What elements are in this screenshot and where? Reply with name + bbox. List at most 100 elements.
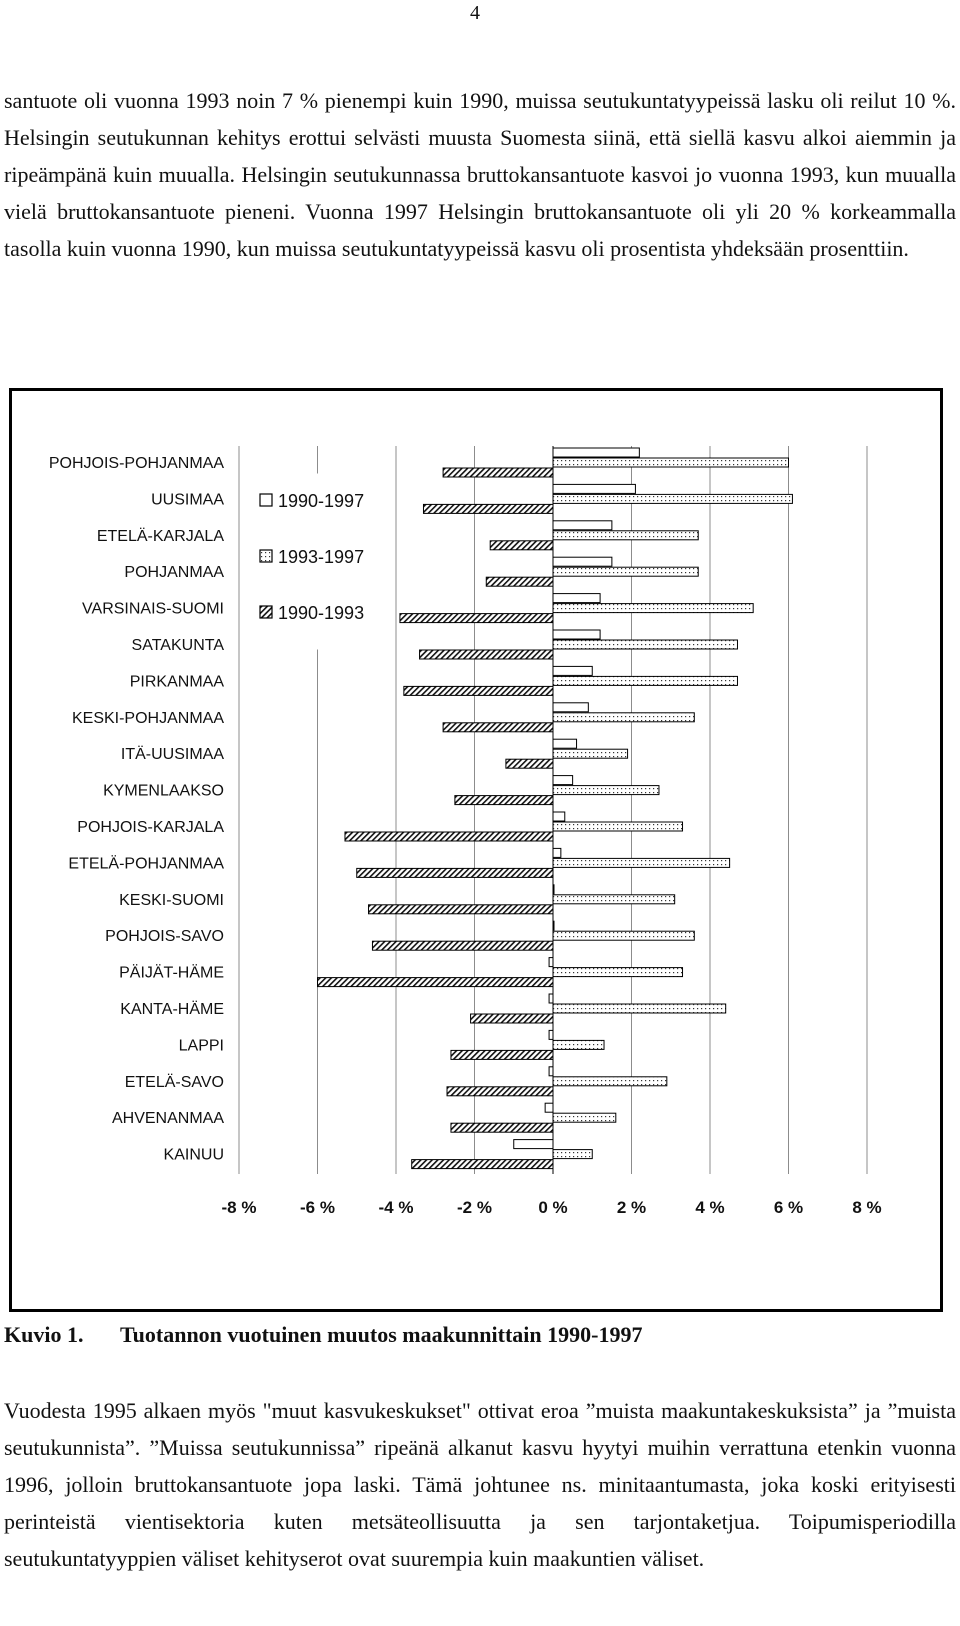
category-label: KANTA-HÄME <box>120 1000 224 1018</box>
category-label: ETELÄ-POHJANMAA <box>68 854 224 872</box>
bar-1990-1997 <box>548 1066 554 1077</box>
x-tick-label: -4 % <box>379 1198 414 1217</box>
bar-chart: POHJOIS-POHJANMAA UUSIMAA ETELÄ-KARJALA POH… <box>49 446 882 1217</box>
category-label: KESKI-SUOMI <box>119 892 224 909</box>
bar-1990-1993 <box>419 649 554 660</box>
category-label: LAPPI <box>179 1037 224 1054</box>
legend-swatch <box>259 605 273 619</box>
bar-1990-1997 <box>552 847 562 858</box>
bar-1993-1997 <box>552 1003 727 1014</box>
bar-1990-1993 <box>442 722 554 733</box>
category-label: UUSIMAA <box>151 491 224 508</box>
category-label: KYMENLAAKSO <box>103 783 224 800</box>
bar-1993-1997 <box>552 1112 617 1123</box>
category-label: AHVENANMAA <box>112 1110 224 1127</box>
bar-1993-1997 <box>552 675 738 686</box>
category-label: POHJANMAA <box>124 564 224 581</box>
page-number: 4 <box>470 2 480 24</box>
caption-number: Kuvio 1. <box>4 1322 84 1347</box>
body-paragraph-top: santuote oli vuonna 1993 noin 7 % pienem… <box>4 88 956 261</box>
category-label: ETELÄ-SAVO <box>125 1073 224 1091</box>
category-label: PIRKANMAA <box>130 673 225 690</box>
bar-1990-1993 <box>446 1086 554 1097</box>
category-label: POHJOIS-KARJALA <box>77 819 224 836</box>
bar-1990-1997 <box>548 957 554 968</box>
bar-1993-1997 <box>552 639 738 650</box>
x-tick-label: -8 % <box>222 1198 257 1217</box>
legend-label: 1990-1993 <box>278 603 364 623</box>
bar-1993-1997 <box>552 930 695 941</box>
bar-1993-1997 <box>552 566 699 577</box>
category-label: POHJOIS-POHJANMAA <box>49 455 224 472</box>
bar-1990-1993 <box>485 576 554 587</box>
category-label: POHJOIS-SAVO <box>105 928 224 945</box>
bar-1990-1993 <box>403 685 554 696</box>
bar-1993-1997 <box>552 748 629 759</box>
chart-figure: POHJOIS-POHJANMAA UUSIMAA ETELÄ-KARJALA POH… <box>9 388 943 1312</box>
bar-1990-1997 <box>548 1029 554 1040</box>
bar-1990-1993 <box>368 904 554 915</box>
bar-1990-1997 <box>544 1102 554 1113</box>
bar-1990-1993 <box>344 831 554 842</box>
bar-1993-1997 <box>552 493 793 504</box>
bar-1990-1997 <box>552 593 601 604</box>
bar-1990-1997 <box>552 520 613 531</box>
category-labels: POHJOIS-POHJANMAA UUSIMAA ETELÄ-KARJALA POH… <box>49 455 224 1164</box>
category-label: SATAKUNTA <box>132 637 225 654</box>
legend-swatch <box>259 549 273 563</box>
category-label: VARSINAIS-SUOMI <box>82 601 224 618</box>
legend-label: 1990-1997 <box>278 491 364 511</box>
x-tick-label: 2 % <box>617 1198 646 1217</box>
legend-swatch <box>259 493 273 507</box>
body-paragraph-bottom: Vuodesta 1995 alkaen myös "muut kasvukes… <box>4 1398 956 1571</box>
x-tick-label: 6 % <box>774 1198 803 1217</box>
category-label: KAINUU <box>164 1147 224 1164</box>
bar-1993-1997 <box>552 1039 605 1050</box>
bar-1990-1993 <box>422 503 554 514</box>
bar-1990-1993 <box>454 795 554 806</box>
bar-1990-1997 <box>552 738 578 749</box>
x-tick-label: 0 % <box>538 1198 567 1217</box>
x-tick-label: 8 % <box>852 1198 881 1217</box>
bar-1990-1997 <box>552 556 613 567</box>
legend: 1990-1997 1993-1997 1990-1993 <box>247 473 385 650</box>
x-tick-label: -6 % <box>300 1198 335 1217</box>
bar-1993-1997 <box>552 821 684 832</box>
bar-1993-1997 <box>552 857 731 868</box>
bar-1990-1993 <box>489 540 554 551</box>
bar-1993-1997 <box>552 712 695 723</box>
figure-caption: Kuvio 1. Tuotannon vuotuinen muutos maaku… <box>4 1322 642 1348</box>
bar-1990-1997 <box>552 629 601 640</box>
x-tick-labels: -8 % -6 % -4 % -2 % 0 % 2 % 4 % 6 % 8 % <box>222 1198 882 1217</box>
category-label: ETELÄ-KARJALA <box>97 527 224 545</box>
bar-1990-1997 <box>552 483 636 494</box>
bar-1993-1997 <box>552 894 676 905</box>
bar-1990-1997 <box>548 993 554 1004</box>
caption-title: Tuotannon vuotuinen muutos maakunnittain… <box>120 1322 643 1347</box>
bar-1990-1997 <box>552 811 566 822</box>
bar-1990-1997 <box>552 665 593 676</box>
bar-1993-1997 <box>552 530 699 541</box>
bar-1990-1997 <box>552 884 555 895</box>
category-label: PÄIJÄT-HÄME <box>119 964 224 982</box>
bar-1990-1993 <box>411 1159 554 1170</box>
bar-1990-1997 <box>552 702 589 713</box>
bar-1990-1997 <box>552 920 555 931</box>
bar-1990-1997 <box>513 1139 554 1150</box>
x-tick-label: -2 % <box>457 1198 492 1217</box>
bar-1990-1993 <box>442 467 554 478</box>
bar-1993-1997 <box>552 967 684 978</box>
bar-1993-1997 <box>552 603 754 614</box>
bar-1993-1997 <box>552 1149 593 1160</box>
bar-1993-1997 <box>552 1076 668 1087</box>
category-label: KESKI-POHJANMAA <box>72 710 224 727</box>
bar-1993-1997 <box>552 457 789 468</box>
category-label: ITÄ-UUSIMAA <box>121 745 224 763</box>
legend-label: 1993-1997 <box>278 547 364 567</box>
x-tick-label: 4 % <box>695 1198 724 1217</box>
bar-1990-1993 <box>356 867 554 878</box>
bar-1990-1993 <box>505 758 554 769</box>
bar-1990-1993 <box>450 1049 554 1060</box>
bars <box>317 447 793 1170</box>
bar-1990-1993 <box>399 613 554 624</box>
